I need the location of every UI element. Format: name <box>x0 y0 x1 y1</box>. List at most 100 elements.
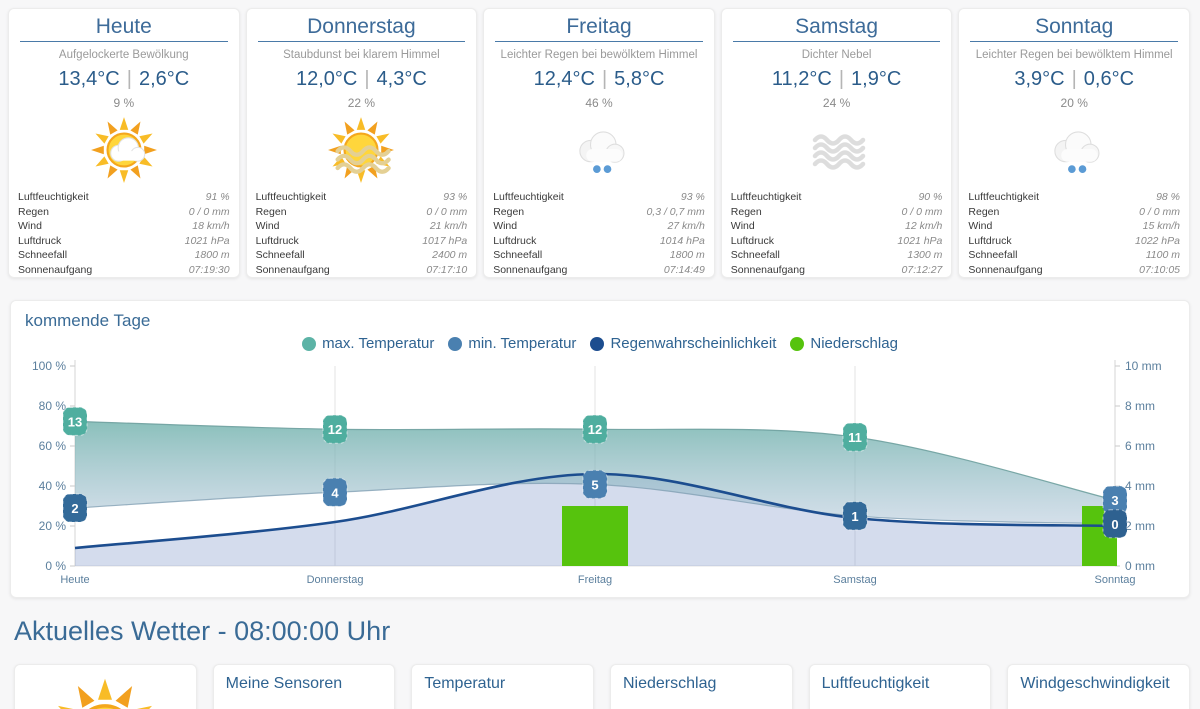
detail-value: 1022 hPa <box>1135 234 1180 247</box>
detail-row: Sonnenaufgang 07:10:05 <box>968 263 1180 277</box>
svg-text:40 %: 40 % <box>39 479 67 493</box>
detail-list: Luftfeuchtigkeit 93 % Regen 0,3 / 0,7 mm Win… <box>493 190 705 277</box>
temp-separator: | <box>601 68 608 90</box>
current-weather-card[interactable]: Meine Sensoren <box>212 664 396 709</box>
sun-icon <box>90 117 157 183</box>
day-title: Freitag <box>566 15 632 38</box>
svg-text:80 %: 80 % <box>39 399 67 413</box>
precip-partial-icon <box>623 695 780 709</box>
legend-item[interactable]: min. Temperatur <box>448 335 576 352</box>
detail-value: 1017 hPa <box>422 234 468 247</box>
temperature-range: 12,4°C | 5,8°C <box>493 68 705 94</box>
legend-label: Niederschlag <box>810 335 898 352</box>
legend-item[interactable]: Niederschlag <box>790 335 898 352</box>
temp-high: 11,2°C <box>771 68 832 90</box>
svg-text:Samstag: Samstag <box>833 574 876 586</box>
detail-label: Schneefall <box>730 249 780 262</box>
detail-row: Sonnenaufgang 07:19:30 <box>18 263 230 277</box>
svg-text:1: 1 <box>851 509 858 524</box>
legend-label: min. Temperatur <box>468 335 577 352</box>
temp-low: 1,9°C <box>851 68 902 90</box>
detail-value: 07:12:27 <box>901 263 943 276</box>
current-weather-card[interactable]: Niederschlag <box>610 664 793 709</box>
detail-row: Regen 0,3 / 0,7 mm <box>493 205 705 220</box>
svg-text:100 %: 100 % <box>32 359 66 373</box>
detail-value: 1800 m <box>194 249 230 262</box>
precipitation-probability: 46 % <box>585 96 613 110</box>
haze-lines-icon <box>335 145 392 174</box>
svg-text:12: 12 <box>328 422 342 437</box>
mini-card-title: Temperatur <box>424 675 506 692</box>
condition-text: Leichter Regen bei bewölktem Himmel <box>975 49 1173 61</box>
rain-cloud-icon <box>1054 131 1100 173</box>
current-weather-card[interactable] <box>14 664 197 709</box>
precipitation-probability: 22 % <box>347 96 376 110</box>
legend-item[interactable]: max. Temperatur <box>302 335 434 352</box>
y-axis-right: 0 mm 2 mm 4 mm 6 mm 8 mm 10 mm <box>1114 359 1162 573</box>
detail-label: Regen <box>730 205 762 218</box>
detail-value: 1100 m <box>1145 249 1180 262</box>
mini-card-title: Meine Sensoren <box>225 675 343 692</box>
detail-label: Luftdruck <box>18 234 62 247</box>
sun-icon <box>58 678 153 709</box>
forecast-day-card[interactable]: Sonntag Leichter Regen bei bewölktem Him… <box>958 8 1190 278</box>
detail-list: Luftfeuchtigkeit 98 % Regen 0 / 0 mm Wind 15 … <box>968 190 1180 277</box>
detail-row: Regen 0 / 0 mm <box>731 205 943 220</box>
detail-label: Luftfeuchtigkeit <box>493 191 564 203</box>
detail-label: Schneefall <box>18 249 68 262</box>
y-axis-left: 0 % 20 % 40 % 60 % 80 % 100 % <box>32 359 76 573</box>
detail-row: Schneefall 1100 m <box>968 248 1180 263</box>
detail-value: 07:19:30 <box>188 263 230 276</box>
forecast-day-card[interactable]: Samstag Dichter Nebel 11,2°C | 1,9°C 24 % … <box>720 8 953 278</box>
sun-icon <box>328 117 395 183</box>
detail-value: 27 km/h <box>667 220 705 233</box>
detail-label: Sonnenaufgang <box>18 263 93 276</box>
wind-partial-icon <box>1020 695 1177 709</box>
temperature-range: 13,4°C | 2,6°C <box>18 68 230 94</box>
detail-label: Luftfeuchtigkeit <box>968 191 1040 203</box>
detail-value: 07:14:49 <box>663 263 705 276</box>
detail-value: 0 / 0 mm <box>188 205 230 218</box>
forecast-chart[interactable]: 0 % 20 % 40 % 60 % 80 % 100 % 0 mm 2 mm 4 mm 6 mm… <box>25 354 1175 605</box>
forecast-day-card[interactable]: Donnerstag Staubdunst bei klarem Himmel … <box>245 8 478 278</box>
detail-row: Schneefall 2400 m <box>256 248 468 263</box>
svg-text:11: 11 <box>848 430 862 445</box>
detail-label: Sonnenaufgang <box>968 263 1043 276</box>
title-divider <box>732 41 941 42</box>
current-weather-card[interactable]: Temperatur <box>411 664 594 709</box>
forecast-day-card[interactable]: Freitag Leichter Regen bei bewölktem Him… <box>483 8 715 278</box>
detail-row: Regen 0 / 0 mm <box>968 205 1180 220</box>
svg-text:2 mm: 2 mm <box>1125 519 1155 533</box>
detail-row: Luftfeuchtigkeit 91 % <box>18 190 230 205</box>
detail-row: Wind 27 km/h <box>493 219 705 234</box>
temperature-range: 11,2°C | 1,9°C <box>731 68 943 94</box>
legend-dot <box>790 336 805 351</box>
svg-text:0 mm: 0 mm <box>1125 559 1155 573</box>
detail-label: Wind <box>255 220 280 233</box>
current-weather-card[interactable]: Windgeschwindigkeit <box>1007 664 1190 709</box>
humidity-partial-icon <box>822 695 979 709</box>
detail-label: Luftfeuchtigkeit <box>730 191 802 203</box>
detail-label: Schneefall <box>493 249 543 262</box>
current-weather-card[interactable]: Luftfeuchtigkeit <box>808 664 992 709</box>
day-title: Donnerstag <box>307 15 416 38</box>
forecast-day-card[interactable]: Heute Aufgelockerte Bewölkung 13,4°C | 2,6… <box>8 8 240 278</box>
detail-label: Sonnenaufgang <box>730 263 805 276</box>
svg-text:Heute: Heute <box>60 574 89 586</box>
temp-separator: | <box>364 68 370 90</box>
temp-high: 13,4°C <box>58 68 120 90</box>
precipitation-probability: 24 % <box>822 96 851 110</box>
cloud-rain-icon <box>493 114 705 186</box>
svg-text:4 mm: 4 mm <box>1125 479 1155 493</box>
legend-item[interactable]: Regenwahrscheinlichkeit <box>590 335 776 352</box>
detail-label: Luftdruck <box>968 234 1012 247</box>
svg-text:5: 5 <box>591 477 598 492</box>
svg-text:0 %: 0 % <box>45 559 66 573</box>
detail-row: Schneefall 1800 m <box>493 248 705 263</box>
detail-label: Luftfeuchtigkeit <box>18 191 89 203</box>
detail-label: Luftdruck <box>255 234 299 247</box>
temperature-range: 3,9°C | 0,6°C <box>968 68 1180 94</box>
detail-value: 1800 m <box>669 249 705 262</box>
detail-row: Sonnenaufgang 07:14:49 <box>493 263 705 277</box>
detail-label: Schneefall <box>968 249 1018 262</box>
